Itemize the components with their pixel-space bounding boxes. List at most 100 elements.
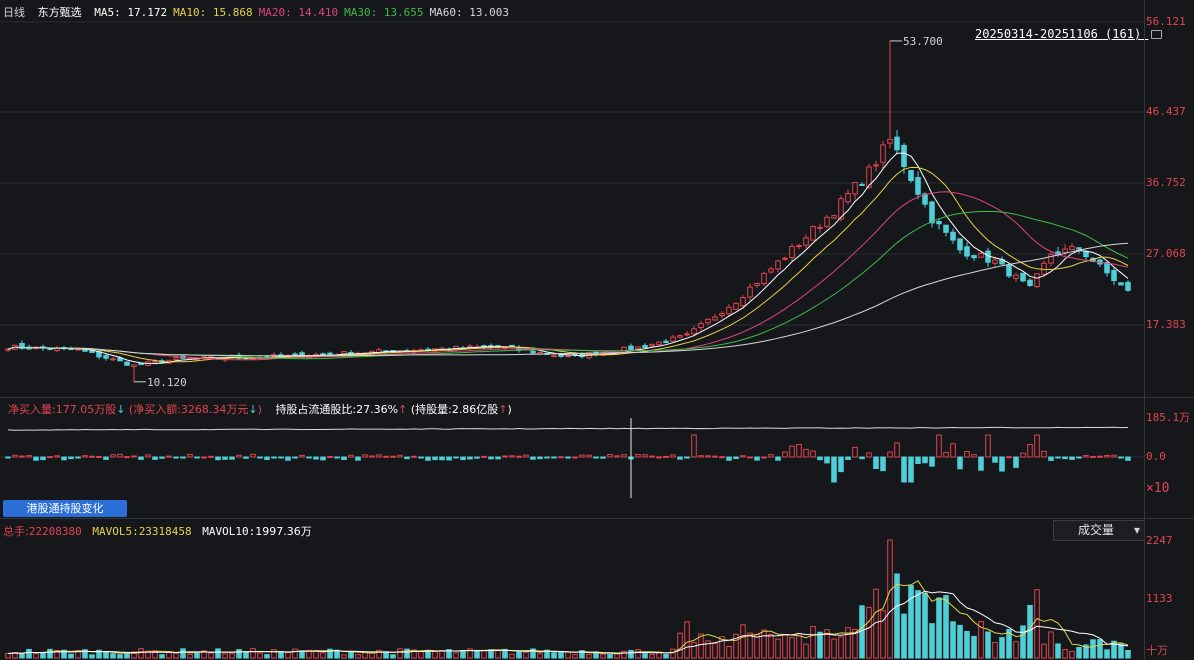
volume-bar <box>922 592 928 659</box>
volume-bar <box>852 628 858 659</box>
volume-bar <box>978 621 984 659</box>
volume-bar <box>264 654 270 659</box>
ma-legend: MA5: 17.172 MA10: 15.868 MA20: 14.410 MA30:… <box>88 6 509 19</box>
hk-bar <box>40 456 46 461</box>
hk-connect-tab[interactable]: 港股通持股变化 <box>3 500 127 517</box>
volume-selector[interactable]: 成交量 ▾ <box>1053 520 1145 541</box>
hk-bar <box>922 456 928 464</box>
volume-bar <box>320 652 326 659</box>
hk-bar <box>439 456 445 461</box>
volume-bar <box>222 653 228 659</box>
hk-bar <box>1097 455 1103 458</box>
hk-bar <box>712 455 718 458</box>
hk-bar <box>397 454 403 458</box>
volume-bar <box>831 638 837 659</box>
candle-body <box>1125 281 1131 291</box>
volume-bar <box>1041 643 1047 659</box>
price-tick: 46.437 <box>1146 105 1186 118</box>
hold-amount: 持股量:2.86亿股 <box>415 403 499 416</box>
candle-body <box>173 357 179 360</box>
hk-bar <box>509 455 515 458</box>
candle-body <box>719 313 725 317</box>
candle-body <box>866 166 872 188</box>
net-buy-volume: 净买入量:177.05万股 <box>8 403 117 416</box>
volume-bar <box>110 653 116 659</box>
hk-bar <box>1111 454 1117 458</box>
ma-line <box>7 152 1129 365</box>
candle-body <box>957 238 963 251</box>
volume-bar <box>68 653 74 659</box>
hk-connect-chart[interactable] <box>0 418 1144 498</box>
volume-bar <box>733 633 739 659</box>
hk-bar <box>999 456 1005 472</box>
hk-bar <box>523 454 529 458</box>
hk-bar <box>390 455 396 458</box>
hk-bar <box>915 456 921 464</box>
volume-bar <box>544 649 550 659</box>
period-label[interactable]: 日线 <box>3 6 25 19</box>
volume-bar <box>901 613 907 659</box>
volume-bar <box>159 654 165 659</box>
hk-bar <box>880 456 886 472</box>
net-buy-amount: 净买入额:3268.34万元 <box>133 403 249 416</box>
hk-bar <box>1076 456 1082 459</box>
volume-bar <box>404 648 410 659</box>
hk-bar <box>1020 452 1026 458</box>
hk-bar <box>929 456 935 467</box>
price-tick: 27.068 <box>1146 247 1186 260</box>
hk-bar <box>649 455 655 458</box>
hk-bar <box>187 453 193 458</box>
candle-body <box>110 358 116 361</box>
volume-bar <box>145 650 151 659</box>
volume-bar <box>985 631 991 659</box>
candle-body <box>1027 279 1033 286</box>
lock-icon[interactable] <box>1151 30 1163 39</box>
hk-bar <box>1048 456 1054 461</box>
candle-body <box>131 364 137 368</box>
candle-body <box>971 255 977 259</box>
volume-axis-mid: 1133 <box>1146 592 1173 605</box>
down-arrow-icon: ↓ <box>116 403 126 416</box>
volume-bar <box>775 638 781 659</box>
candle-body <box>1111 269 1117 282</box>
volume-bar <box>1083 644 1089 659</box>
volume-bar <box>621 650 627 659</box>
hk-bar <box>467 456 473 460</box>
volume-bar <box>992 641 998 659</box>
volume-bar <box>677 632 683 659</box>
hk-bar <box>222 456 228 460</box>
hk-bar <box>985 434 991 458</box>
hk-bar <box>1090 455 1096 458</box>
volume-bar <box>474 649 480 659</box>
volume-bar <box>124 652 130 659</box>
candle-body <box>936 221 942 225</box>
candle-body <box>803 237 809 246</box>
candle-body <box>642 345 648 349</box>
volume-bar <box>712 643 718 659</box>
hk-bar <box>194 456 200 459</box>
hk-bar <box>495 456 501 460</box>
candle-body <box>698 323 704 329</box>
volume-bar <box>257 652 263 659</box>
volume-chart[interactable] <box>0 538 1144 660</box>
candle-body <box>138 363 144 366</box>
hk-bar <box>313 456 319 460</box>
volume-bar <box>1034 589 1040 659</box>
candlestick-chart[interactable]: 53.700 10.120 <box>0 14 1144 397</box>
volume-bar <box>180 648 186 659</box>
hk-bar <box>719 456 725 459</box>
date-range[interactable]: 20250314-20251106 (161) <box>975 27 1163 41</box>
hk-bar <box>82 455 88 458</box>
volume-bar <box>516 650 522 659</box>
volume-bar <box>572 654 578 659</box>
axis-border <box>1144 0 1145 660</box>
hk-bar <box>243 456 249 459</box>
volume-bar <box>61 649 67 659</box>
hk-bar <box>96 456 102 459</box>
candle-body <box>887 138 893 144</box>
hk-bar <box>460 456 466 461</box>
volume-bar <box>670 648 676 659</box>
volume-bar <box>26 648 32 659</box>
hk-bar <box>229 456 235 460</box>
volume-bar <box>537 653 543 659</box>
